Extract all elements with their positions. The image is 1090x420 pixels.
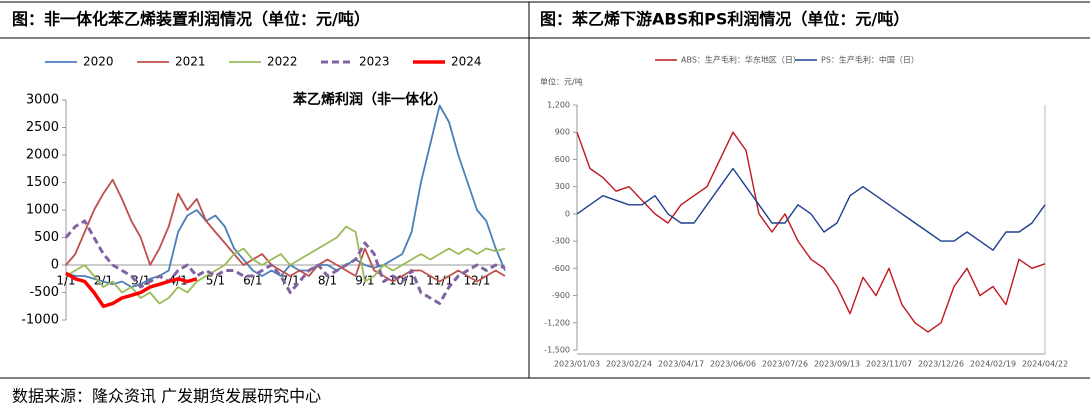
footer: 数据来源：隆众资讯 广发期货发展研究中心 (12, 387, 321, 406)
legend-label: ABS：生产毛利：华东地区（日） (681, 55, 801, 65)
legend-label: 2022 (267, 55, 298, 69)
x-tick-label: 2/1 (94, 274, 113, 288)
series-line (65, 225, 506, 305)
y-tick-label: 2000 (26, 148, 59, 163)
y-tick-label: 0 (565, 209, 570, 218)
y-tick-label: -1,200 (544, 318, 570, 327)
x-tick-label: 7/1 (281, 274, 300, 288)
y-tick-label: 2500 (26, 120, 59, 135)
series-line (64, 219, 506, 305)
y-tick-label: -300 (552, 237, 570, 246)
x-tick-label: 2023/04/17 (658, 360, 704, 369)
legend-label: 2020 (83, 55, 114, 69)
y-tick-label: 1000 (26, 203, 59, 218)
x-tick-label: 2024/02/19 (970, 360, 1016, 369)
y-tick-label: 1,200 (547, 101, 570, 110)
x-tick-label: 2023/02/24 (606, 360, 652, 369)
x-tick-label: 2023/11/07 (866, 360, 912, 369)
y-tick-label: 3000 (26, 93, 59, 108)
y-tick-label: -600 (552, 264, 570, 273)
series-line (576, 167, 1046, 251)
y-tick-label: -1000 (21, 313, 59, 328)
y-tick-label: 500 (34, 230, 59, 245)
y-tick-label: 600 (555, 155, 570, 164)
x-tick-label: 8/1 (318, 274, 337, 288)
right-title: 图：苯乙烯下游ABS和PS利润情况（单位：元/吨） (540, 10, 909, 29)
y-tick-label: -500 (29, 285, 59, 300)
x-tick-label: 2023/06/06 (710, 360, 756, 369)
y-tick-label: 900 (555, 128, 570, 137)
legend-label: 2024 (451, 55, 482, 69)
x-tick-label: 2023/01/03 (554, 360, 600, 369)
annotation: 单位：元/吨 (540, 77, 583, 87)
left-title: 图：非一体化苯乙烯装置利润情况（单位：元/吨） (12, 10, 370, 29)
annotation: 苯乙烯利润（非一体化） (292, 91, 447, 108)
x-tick-label: 5/1 (206, 274, 225, 288)
x-tick-label: 3/1 (131, 274, 150, 288)
y-tick-label: 1500 (26, 175, 59, 190)
legend-label: 2023 (359, 55, 390, 69)
legend-label: 2021 (175, 55, 206, 69)
x-tick-label: 2024/04/22 (1022, 360, 1068, 369)
y-tick-label: -900 (552, 291, 570, 300)
legend-label: PS：生产毛利：中国（日） (821, 55, 919, 65)
x-tick-label: 2023/12/26 (918, 360, 964, 369)
series-line (65, 271, 198, 309)
y-tick-label: -1,500 (544, 346, 570, 355)
series-line (65, 178, 506, 283)
y-tick-label: 300 (555, 182, 570, 191)
series-line (576, 131, 1046, 333)
y-tick-label: 0 (51, 258, 59, 273)
x-tick-label: 2023/07/26 (762, 360, 808, 369)
x-tick-label: 2023/09/13 (814, 360, 860, 369)
